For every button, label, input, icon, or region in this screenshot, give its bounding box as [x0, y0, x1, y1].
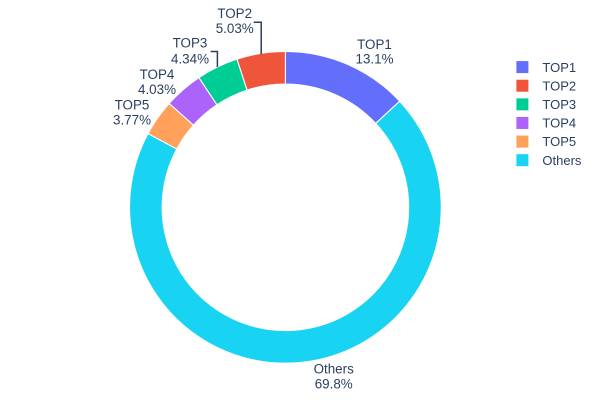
- svg-text:TOP5: TOP5: [542, 134, 576, 149]
- svg-text:TOP1: TOP1: [542, 60, 576, 75]
- svg-text:TOP4: TOP4: [542, 116, 576, 131]
- svg-text:TOP5: TOP5: [115, 97, 150, 112]
- svg-text:13.1%: 13.1%: [356, 52, 394, 67]
- svg-text:3.77%: 3.77%: [113, 112, 151, 127]
- svg-text:5.03%: 5.03%: [216, 21, 254, 36]
- svg-text:4.03%: 4.03%: [138, 82, 176, 97]
- svg-text:TOP1: TOP1: [357, 37, 392, 52]
- svg-text:Others: Others: [314, 362, 354, 377]
- svg-text:4.34%: 4.34%: [171, 52, 209, 67]
- svg-text:69.8%: 69.8%: [315, 376, 353, 391]
- svg-text:TOP3: TOP3: [173, 35, 208, 50]
- svg-text:TOP2: TOP2: [217, 6, 252, 21]
- svg-text:TOP4: TOP4: [140, 67, 175, 82]
- svg-text:TOP2: TOP2: [542, 78, 576, 93]
- svg-text:Others: Others: [542, 153, 582, 168]
- svg-text:TOP3: TOP3: [542, 97, 576, 112]
